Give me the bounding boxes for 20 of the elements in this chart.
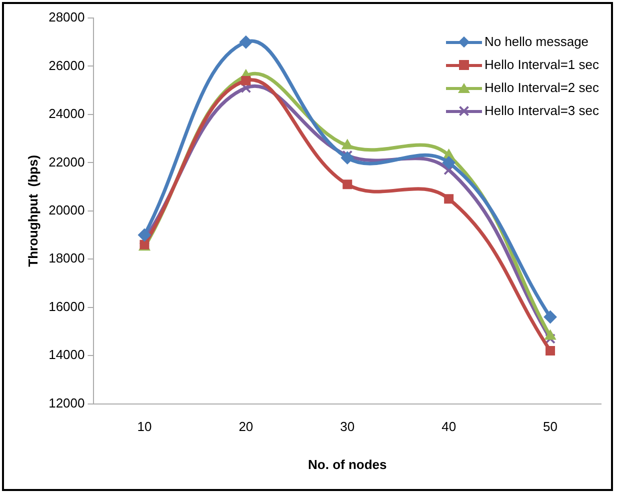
y-tick-label: 28000 (48, 10, 85, 25)
legend-label: No hello message (484, 34, 589, 49)
legend-label: Hello Interval=1 sec (484, 57, 599, 72)
x-axis-title: No. of nodes (308, 456, 387, 472)
x-tick-label: 40 (442, 419, 456, 434)
y-tick-label: 14000 (48, 347, 85, 362)
legend-label: Hello Interval=2 sec (484, 80, 599, 95)
y-tick-label: 16000 (48, 298, 85, 314)
x-tick-label: 30 (340, 419, 355, 434)
x-tick-label: 20 (238, 419, 254, 434)
y-tick-label: 18000 (48, 250, 85, 266)
y-axis-title: Throughput (bps) (25, 154, 40, 267)
y-tick-label: 20000 (48, 202, 85, 218)
x-tick-label: 50 (543, 419, 558, 434)
y-tick-label: 12000 (48, 395, 85, 410)
legend-label: Hello Interval=3 sec (484, 103, 599, 118)
y-tick-label: 26000 (48, 58, 85, 73)
x-tick-label: 10 (137, 419, 152, 434)
y-tick-label: 24000 (48, 106, 85, 122)
y-tick-label: 22000 (48, 154, 85, 170)
